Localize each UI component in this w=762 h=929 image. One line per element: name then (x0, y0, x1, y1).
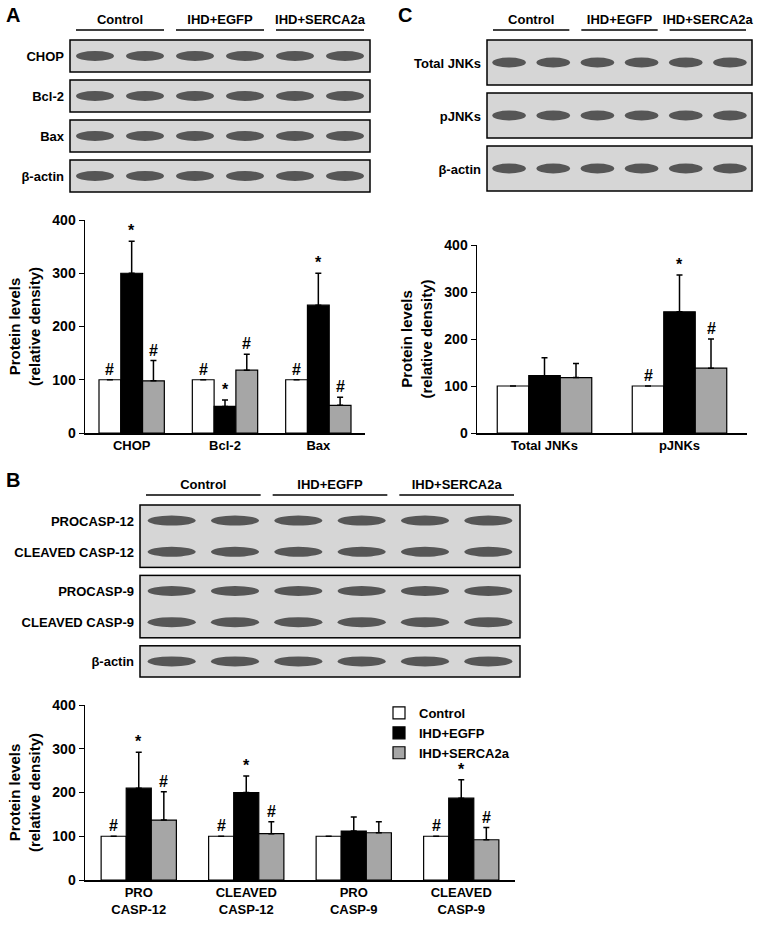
svg-text:#: # (432, 817, 441, 834)
svg-text:IHD+EGFP: IHD+EGFP (187, 12, 253, 27)
svg-text:#: # (707, 320, 716, 337)
svg-text:400: 400 (52, 697, 76, 713)
svg-text:*: * (128, 222, 135, 239)
svg-text:#: # (199, 361, 208, 378)
svg-text:#: # (242, 335, 251, 352)
svg-text:#: # (267, 803, 276, 820)
svg-text:Protein levels(relative densit: Protein levels(relative density) (398, 279, 435, 398)
svg-text:CHOP: CHOP (113, 438, 151, 453)
svg-text:IHD+SERCA2a: IHD+SERCA2a (663, 12, 754, 27)
svg-text:200: 200 (52, 784, 76, 800)
svg-text:300: 300 (444, 284, 468, 300)
svg-text:100: 100 (444, 378, 468, 394)
svg-text:*: * (135, 733, 142, 750)
svg-text:200: 200 (444, 331, 468, 347)
svg-text:β-actin: β-actin (91, 654, 134, 669)
svg-text:Bax: Bax (306, 438, 331, 453)
svg-text:Control: Control (419, 706, 465, 721)
svg-text:Control: Control (180, 477, 226, 492)
svg-text:PROCASP-12: PROCASP-12 (111, 885, 166, 917)
svg-text:C: C (398, 4, 412, 26)
svg-text:0: 0 (460, 425, 468, 441)
svg-text:*: * (222, 381, 229, 398)
svg-text:IHD+EGFP: IHD+EGFP (297, 477, 363, 492)
svg-text:*: * (676, 256, 683, 273)
svg-text:A: A (6, 4, 20, 26)
svg-text:Control: Control (97, 12, 143, 27)
svg-text:PROCASP-9: PROCASP-9 (330, 885, 378, 917)
svg-text:200: 200 (52, 318, 76, 334)
svg-text:CLEAVEDCASP-9: CLEAVEDCASP-9 (431, 885, 492, 917)
svg-text:Protein levels(relative densit: Protein levels(relative density) (6, 733, 43, 852)
svg-text:100: 100 (52, 828, 76, 844)
svg-text:β-actin: β-actin (21, 169, 64, 184)
svg-text:#: # (217, 817, 226, 834)
svg-text:#: # (149, 342, 158, 359)
svg-text:#: # (105, 361, 114, 378)
svg-text:CHOP: CHOP (26, 49, 64, 64)
svg-text:0: 0 (68, 872, 76, 888)
svg-text:PROCASP-12: PROCASP-12 (51, 514, 134, 529)
svg-text:#: # (336, 378, 345, 395)
svg-text:CLEAVED CASP-9: CLEAVED CASP-9 (22, 615, 134, 630)
svg-text:#: # (292, 361, 301, 378)
svg-text:#: # (482, 809, 491, 826)
svg-text:400: 400 (444, 237, 468, 253)
svg-text:IHD+SERCA2a: IHD+SERCA2a (412, 477, 503, 492)
svg-text:IHD+EGFP: IHD+EGFP (419, 726, 485, 741)
svg-text:PROCASP-9: PROCASP-9 (58, 584, 134, 599)
svg-text:Bax: Bax (40, 129, 65, 144)
svg-text:Total JNKs: Total JNKs (511, 438, 578, 453)
svg-text:*: * (243, 757, 250, 774)
svg-text:Total JNKs: Total JNKs (414, 56, 481, 71)
svg-text:*: * (458, 761, 465, 778)
svg-text:B: B (6, 469, 20, 491)
svg-text:Bcl-2: Bcl-2 (32, 89, 64, 104)
svg-text:0: 0 (68, 425, 76, 441)
svg-text:IHD+SERCA2a: IHD+SERCA2a (275, 12, 366, 27)
svg-text:IHD+SERCA2a: IHD+SERCA2a (419, 746, 510, 761)
svg-text:#: # (109, 817, 118, 834)
svg-text:300: 300 (52, 265, 76, 281)
svg-text:β-actin: β-actin (438, 162, 481, 177)
svg-text:IHD+EGFP: IHD+EGFP (587, 12, 653, 27)
svg-text:Bcl-2: Bcl-2 (209, 438, 241, 453)
svg-text:100: 100 (52, 372, 76, 388)
svg-text:pJNKs: pJNKs (659, 438, 700, 453)
svg-text:Protein levels(relative densit: Protein levels(relative density) (6, 267, 43, 386)
svg-text:#: # (159, 773, 168, 790)
svg-text:300: 300 (52, 741, 76, 757)
svg-text:Control: Control (508, 12, 554, 27)
svg-text:pJNKs: pJNKs (440, 109, 481, 124)
svg-text:CLEAVEDCASP-12: CLEAVEDCASP-12 (216, 885, 277, 917)
svg-text:#: # (644, 367, 653, 384)
svg-text:CLEAVED CASP-12: CLEAVED CASP-12 (14, 545, 134, 560)
svg-text:400: 400 (52, 212, 76, 228)
svg-text:*: * (315, 254, 322, 271)
